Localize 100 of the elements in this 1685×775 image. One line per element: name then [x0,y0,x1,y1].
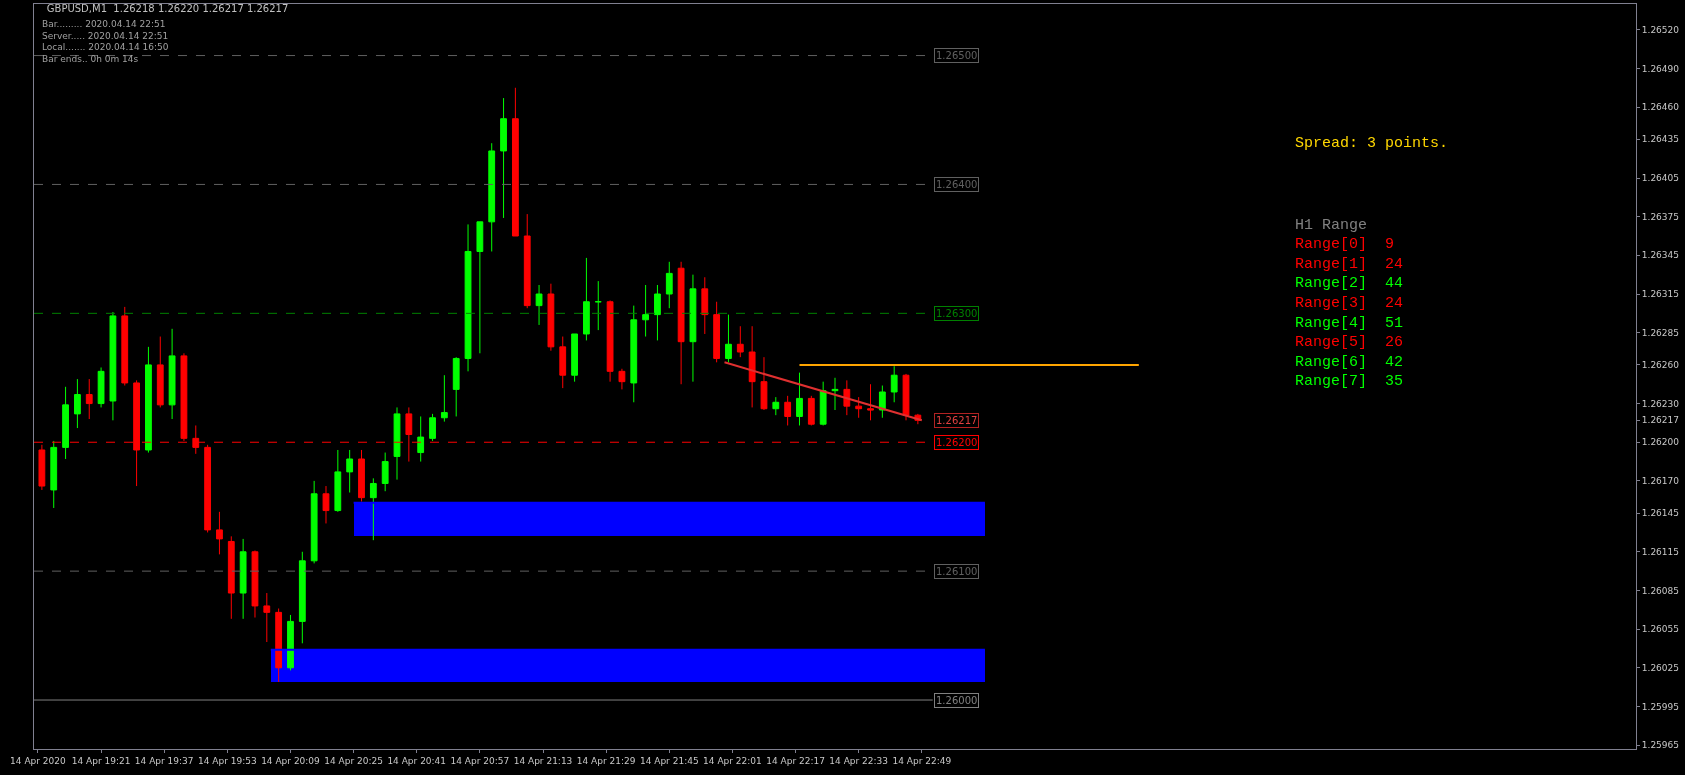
annotation: Range[0] 9 [1295,236,1395,253]
candlestick [784,395,792,426]
candlestick [855,396,863,419]
candlestick [275,608,283,683]
candlestick [346,449,354,493]
candlestick [156,336,164,408]
candlestick [74,378,81,429]
y-tick-label: 1.26460 [1641,102,1680,113]
y-tick-label: 1.26375 [1641,211,1680,222]
candlestick [393,406,401,481]
candlestick [121,306,129,387]
candlestick [642,284,649,338]
candlestick [535,284,543,326]
candlestick [748,325,756,408]
candlestick [334,449,342,513]
candlestick [677,261,685,385]
candlestick [168,328,176,420]
y-tick-label: 1.26115 [1641,546,1680,557]
candlestick [251,550,259,619]
annotation: Range[1] 24 [1295,256,1404,273]
candlestick [523,213,531,309]
candlestick [559,336,567,389]
candlestick [867,383,874,421]
candlestick [831,377,839,411]
candlestick [109,311,117,421]
annotation: Range[3] 24 [1295,295,1404,312]
candlestick [322,485,330,524]
x-tick-label: 14 Apr 22:49 [892,755,952,766]
candlestick [405,406,413,463]
candlestick [85,378,93,420]
candlestick [204,444,212,533]
candlestick [369,477,377,541]
candlestick [772,396,780,416]
candlestick [239,538,247,620]
annotation: Range[7] 35 [1295,373,1404,390]
candlestick [701,276,709,335]
annotation: H1 Range [1295,217,1368,234]
annotation: Range[6] 42 [1295,354,1404,371]
candlestick [216,511,223,555]
candlestick [878,385,886,419]
candlestick [630,305,638,403]
annotation: Server..... 2020.04.14 22:51 [42,31,169,41]
y-tick-label: 1.25995 [1641,701,1680,712]
annotation: Bar ends.. 0h 0m 14s [42,54,139,64]
x-tick-label: 14 Apr 21:13 [513,755,573,766]
x-tick-label: 14 Apr 19:37 [134,755,194,766]
candlestick [689,274,697,383]
candlestick [618,368,626,390]
y-tick-label: 1.26315 [1641,289,1680,300]
x-tick-label: 14 Apr 19:21 [71,755,131,766]
annotation: Range[5] 26 [1295,334,1404,351]
candlestick [452,356,460,417]
candlestick [38,444,46,491]
annotation: Spread: 3 points. [1295,135,1449,152]
x-tick-label: 14 Apr 21:29 [576,755,636,766]
chart-title: GBPUSD,M1 1.26218 1.26220 1.26217 1.26217 [46,3,289,15]
candlestick [511,87,519,237]
y-tick-label: 1.25965 [1641,740,1680,751]
candlestick [476,221,484,354]
x-tick-label: 14 Apr 2020 [10,755,67,766]
candlestick [547,283,555,352]
y-tick-label: 1.26145 [1641,508,1680,519]
candlestick [381,452,389,492]
y-tick-label: 1.26345 [1641,250,1680,261]
candlestick [263,592,271,643]
candlestick [807,395,815,426]
y-tick-label: 1.26055 [1641,624,1680,635]
ref-line-label: 1.26000 [936,695,978,706]
candlestick [654,284,661,341]
x-tick-label: 14 Apr 20:41 [387,755,447,766]
y-tick-label: 1.26405 [1641,173,1680,184]
candlestick [464,223,472,372]
annotation: Bar......... 2020.04.14 22:51 [42,19,166,29]
y-tick-label: 1.26490 [1641,63,1680,74]
x-tick-label: 14 Apr 22:33 [829,755,889,766]
candlestick [819,381,827,426]
y-tick-label: 1.26260 [1641,360,1680,371]
candlestick [310,480,318,564]
candlestick [287,614,294,671]
x-tick-label: 14 Apr 22:17 [766,755,825,766]
candlestick [145,346,152,454]
ref-line-label: 1.26400 [936,179,978,190]
x-tick-label: 14 Apr 20:09 [261,755,321,766]
candlestick [606,299,614,383]
candlestick [429,413,436,442]
candlestick [760,356,768,411]
y-tick-label: 1.26435 [1641,134,1680,145]
y-tick-label: 1.26217 [1641,415,1680,426]
candlestick [713,301,721,363]
candlestick [725,314,732,363]
y-tick-label: 1.26520 [1641,24,1680,35]
candlestick [736,325,744,358]
annotation: Range[2] 44 [1295,275,1404,292]
candlestick [97,366,105,408]
candlestick [500,97,507,219]
candlestick [583,257,590,341]
candlestick [796,372,803,426]
candlestick [50,440,58,509]
y-tick-label: 1.26200 [1641,437,1680,448]
candlestick [488,142,496,252]
